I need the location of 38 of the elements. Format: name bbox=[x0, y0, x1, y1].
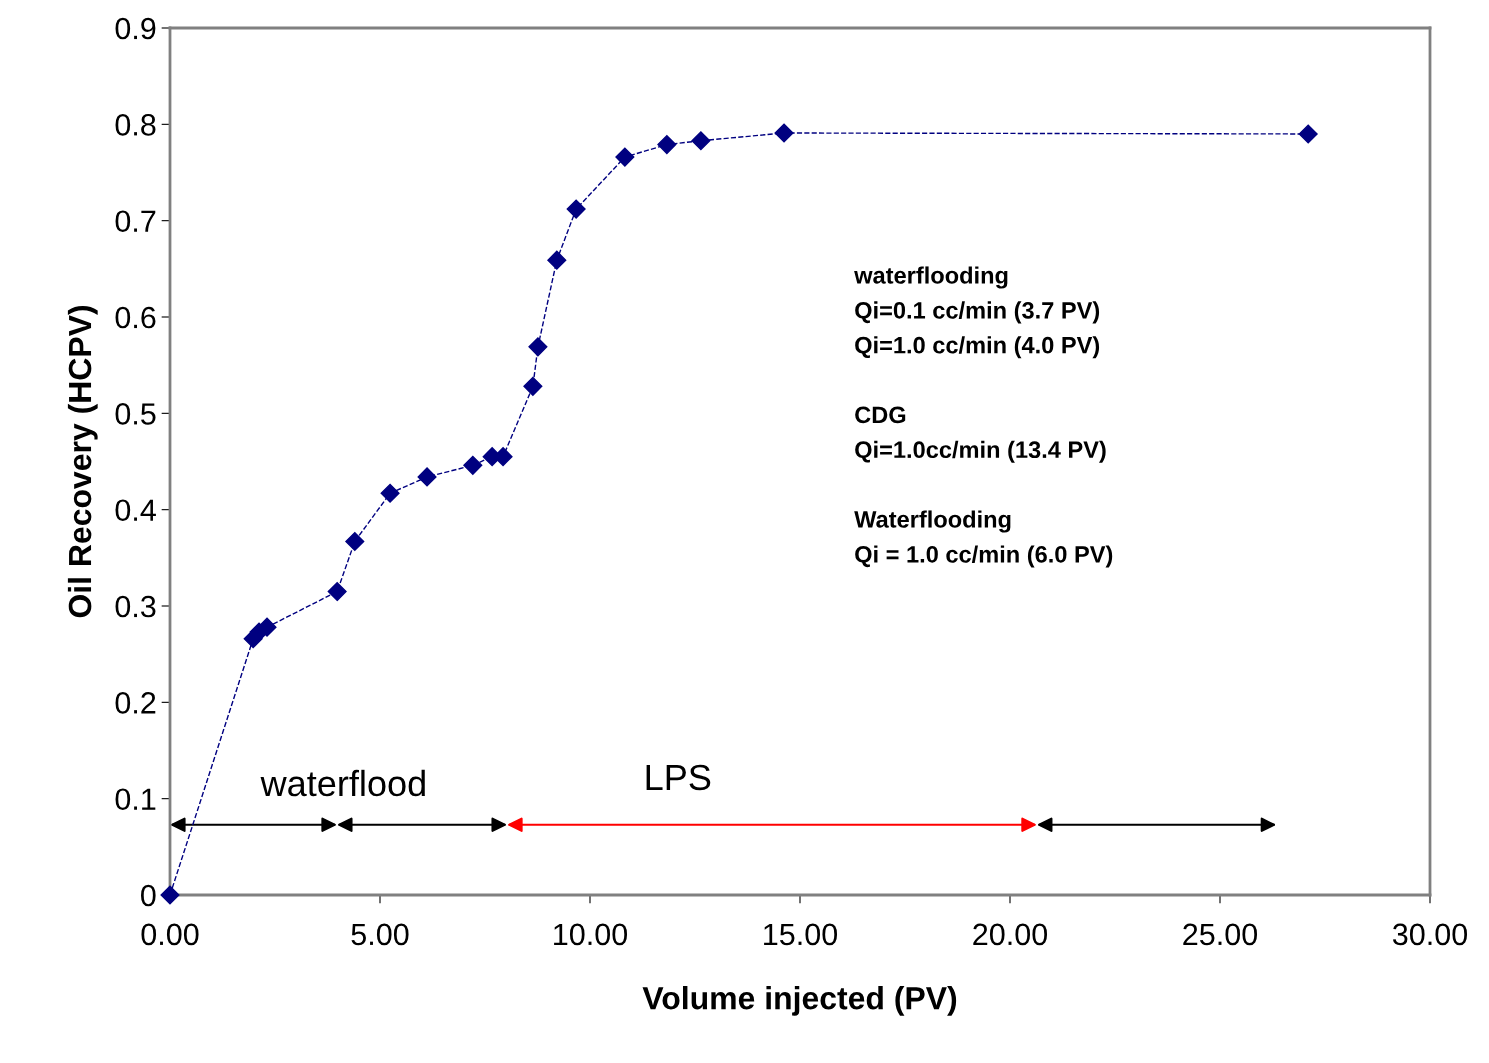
x-tick-label: 10.00 bbox=[554, 923, 628, 946]
point bbox=[257, 617, 277, 637]
point bbox=[1298, 124, 1318, 144]
y-tick-label: 0.9 bbox=[115, 17, 156, 40]
point bbox=[774, 123, 794, 143]
y-tick-label: 0.8 bbox=[115, 114, 156, 136]
x-tick-label: 15.00 bbox=[764, 923, 838, 946]
x-tick-label: 20.00 bbox=[973, 923, 1048, 946]
point bbox=[615, 147, 635, 167]
text: waterflooding Qi=0.1 cc/min (3.7 PV) Qi=1.0 cc/min (4.0 PV) CDG Qi=1.0cc/min (13.4 PV) Waterflooding Qi = 1.0 cc/min (6.0 PV) bbox=[854, 266, 1113, 568]
y-axis-title: Oil Recovery (HCPV) bbox=[67, 305, 98, 618]
y-tick-label: 0.4 bbox=[115, 499, 156, 522]
y-tick-label: 0.3 bbox=[115, 595, 156, 618]
point bbox=[160, 885, 180, 905]
point bbox=[345, 531, 365, 551]
x-tick-label: 30.00 bbox=[1392, 923, 1468, 946]
point bbox=[547, 250, 567, 270]
point bbox=[566, 199, 586, 219]
y-tick-label: 0.1 bbox=[115, 788, 156, 811]
point bbox=[528, 337, 548, 357]
x-tick-label: 5.00 bbox=[351, 923, 409, 946]
x-axis-title: Volume injected (PV) bbox=[642, 985, 957, 1016]
y-tick-label: 0.5 bbox=[115, 403, 156, 425]
y-tick-label: 0.2 bbox=[115, 692, 156, 714]
point bbox=[657, 135, 677, 155]
point bbox=[463, 455, 483, 475]
annotation: waterflood bbox=[260, 769, 425, 797]
point bbox=[327, 582, 347, 602]
annotation: LPS bbox=[646, 764, 711, 791]
x-tick-label: 0.00 bbox=[141, 923, 199, 946]
x-tick-label: 25.00 bbox=[1183, 923, 1258, 946]
point bbox=[691, 131, 711, 151]
y-tick-label: 0.7 bbox=[115, 210, 156, 233]
y-tick-label: 0.6 bbox=[115, 306, 156, 329]
y-tick-label: 0 bbox=[141, 884, 156, 907]
point bbox=[523, 376, 543, 396]
point bbox=[417, 467, 437, 487]
point bbox=[380, 483, 400, 503]
